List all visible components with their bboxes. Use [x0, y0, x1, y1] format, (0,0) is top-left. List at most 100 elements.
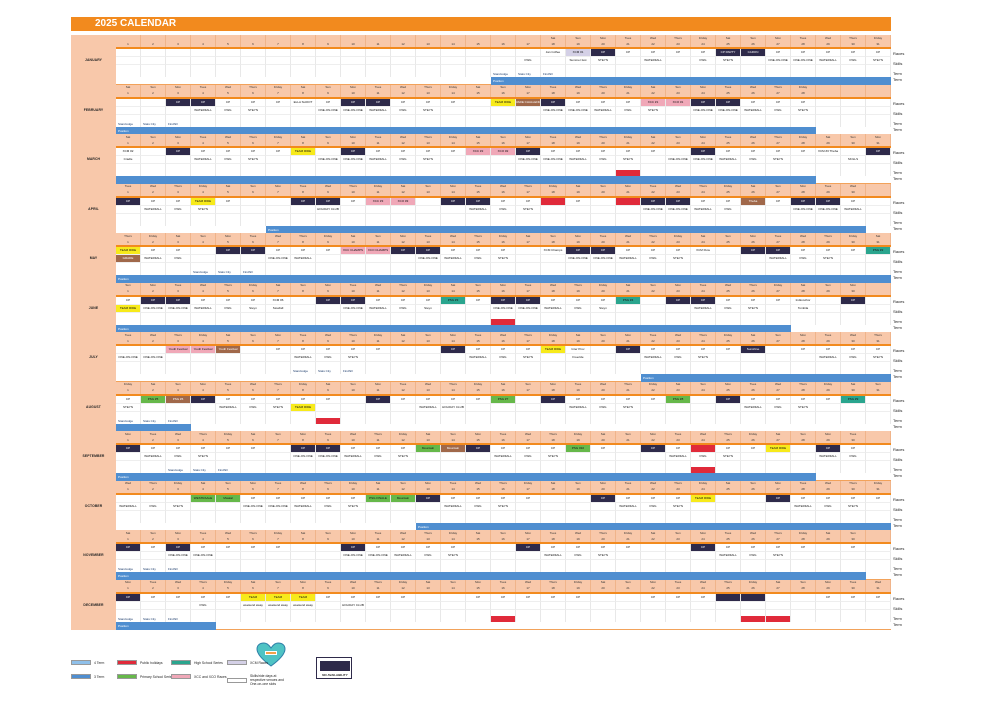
- race-cell[interactable]: WESTRAALE: [191, 494, 216, 503]
- race-cell[interactable]: CP: [316, 296, 341, 305]
- skill-cell[interactable]: WATERFALL: [541, 552, 566, 560]
- race-cell[interactable]: CP: [816, 445, 841, 453]
- skill-cell[interactable]: WATERFALL: [291, 502, 316, 511]
- race-cell[interactable]: CP: [341, 445, 366, 453]
- race-cell[interactable]: CP: [666, 197, 691, 206]
- race-cell[interactable]: XCC #1: [641, 98, 666, 107]
- race-cell[interactable]: CP: [691, 346, 716, 354]
- race-cell[interactable]: XCC #3: [366, 197, 391, 206]
- race-cell[interactable]: CP: [141, 445, 166, 453]
- race-cell[interactable]: CP: [191, 98, 216, 107]
- race-cell[interactable]: PSG #5: [141, 395, 166, 404]
- race-cell[interactable]: CP: [166, 247, 191, 255]
- skill-cell[interactable]: WATERFALL: [766, 255, 791, 263]
- race-cell[interactable]: CP: [341, 544, 366, 552]
- race-cell[interactable]: CP: [591, 148, 616, 156]
- race-cell[interactable]: CP: [291, 395, 316, 404]
- race-cell[interactable]: CP: [666, 49, 691, 57]
- skill-cell[interactable]: WATERFALL: [691, 304, 716, 313]
- skill-cell[interactable]: FWG: [566, 304, 591, 313]
- skill-cell[interactable]: STEYN: [416, 156, 441, 164]
- race-cell[interactable]: XCC CHAMPS: [341, 247, 366, 255]
- skill-cell[interactable]: ONE-ON-ONE: [191, 552, 216, 560]
- skill-cell[interactable]: FWG: [216, 304, 241, 313]
- race-cell[interactable]: CP: [241, 395, 266, 404]
- skill-cell[interactable]: STEYN: [766, 552, 791, 560]
- skill-cell[interactable]: STEYN: [616, 156, 641, 164]
- race-cell[interactable]: XCM #2: [116, 148, 141, 156]
- skill-cell[interactable]: STEYN: [591, 57, 616, 65]
- race-cell[interactable]: CP: [816, 49, 841, 57]
- race-cell[interactable]: CP: [116, 197, 141, 206]
- race-cell[interactable]: CP: [166, 148, 191, 156]
- race-cell[interactable]: CP: [466, 445, 491, 453]
- race-cell[interactable]: CP: [391, 247, 416, 255]
- race-cell[interactable]: CP: [266, 395, 291, 404]
- race-cell[interactable]: CP: [341, 593, 366, 602]
- skill-cell[interactable]: TEAM RIDE: [291, 403, 316, 412]
- race-cell[interactable]: CP: [791, 98, 816, 107]
- race-cell[interactable]: CP: [841, 49, 866, 57]
- skill-cell[interactable]: FWG: [416, 552, 441, 560]
- skill-cell[interactable]: WATERFALL: [741, 106, 766, 115]
- skill-cell[interactable]: FWG: [516, 453, 541, 461]
- skill-cell[interactable]: ONE-ON-ONE: [341, 552, 366, 560]
- race-cell[interactable]: CP: [116, 395, 141, 404]
- skill-cell[interactable]: HOLIDAY CLUB: [316, 205, 341, 214]
- race-cell[interactable]: CP: [491, 494, 516, 503]
- race-cell[interactable]: CP: [591, 494, 616, 503]
- race-cell[interactable]: CP: [591, 49, 616, 57]
- race-cell[interactable]: CP PARTY: [716, 49, 741, 57]
- race-cell[interactable]: CP: [566, 247, 591, 255]
- race-cell[interactable]: [716, 593, 741, 602]
- race-cell[interactable]: CP: [191, 593, 216, 602]
- race-cell[interactable]: CP: [441, 544, 466, 552]
- race-cell[interactable]: CP: [216, 197, 241, 206]
- skill-cell[interactable]: weekend away: [291, 601, 316, 610]
- race-cell[interactable]: CP: [766, 395, 791, 404]
- skill-cell[interactable]: WATERFALL: [466, 205, 491, 214]
- race-cell[interactable]: CP: [416, 544, 441, 552]
- race-cell[interactable]: CP: [466, 395, 491, 404]
- race-cell[interactable]: CP: [166, 445, 191, 453]
- race-cell[interactable]: Inter Prov: [566, 346, 591, 354]
- skill-cell[interactable]: Steyn: [591, 304, 616, 313]
- skill-cell[interactable]: FWG: [566, 552, 591, 560]
- race-cell[interactable]: CP: [741, 98, 766, 107]
- skill-cell[interactable]: STEYN: [666, 502, 691, 511]
- skill-cell[interactable]: ONE-ON-ONE: [566, 255, 591, 263]
- race-cell[interactable]: TEAM RIDE: [116, 247, 141, 255]
- race-cell[interactable]: CP: [841, 494, 866, 503]
- race-cell[interactable]: CP: [616, 148, 641, 156]
- race-cell[interactable]: PSG #6: [166, 395, 191, 404]
- race-cell[interactable]: TEAM RIDE: [691, 494, 716, 503]
- skill-cell[interactable]: FWG: [391, 156, 416, 164]
- race-cell[interactable]: CP: [241, 445, 266, 453]
- race-cell[interactable]: CP: [391, 98, 416, 107]
- race-cell[interactable]: CP: [566, 593, 591, 602]
- skill-cell[interactable]: WATERFALL: [566, 156, 591, 164]
- skill-cell[interactable]: FWG: [141, 502, 166, 511]
- race-cell[interactable]: CP: [741, 296, 766, 305]
- skill-cell[interactable]: ONE-ON-ONE: [816, 205, 841, 214]
- skill-cell[interactable]: ONE-ON-ONE: [341, 304, 366, 313]
- race-cell[interactable]: CP: [191, 296, 216, 305]
- skill-cell[interactable]: ONE-ON-ONE: [166, 304, 191, 313]
- race-cell[interactable]: CP: [591, 445, 616, 453]
- race-cell[interactable]: CP: [541, 445, 566, 453]
- race-cell[interactable]: CP: [691, 296, 716, 305]
- race-cell[interactable]: XCM Flow: [691, 247, 716, 255]
- skill-cell[interactable]: ONE-ON-ONE: [116, 354, 141, 362]
- skill-cell[interactable]: WATERFALL: [816, 354, 841, 362]
- skill-cell[interactable]: FWG: [166, 453, 191, 461]
- race-cell[interactable]: XCM #6: [266, 296, 291, 305]
- race-cell[interactable]: CP: [316, 593, 341, 602]
- skill-cell[interactable]: WATERFALL: [616, 502, 641, 511]
- skill-cell[interactable]: ONE-ON-ONE: [341, 156, 366, 164]
- race-cell[interactable]: CP: [541, 296, 566, 305]
- skill-cell[interactable]: STEYN: [866, 354, 891, 362]
- race-cell[interactable]: CP: [541, 98, 566, 107]
- race-cell[interactable]: CP: [366, 346, 391, 354]
- race-cell[interactable]: CP: [666, 593, 691, 602]
- skill-cell[interactable]: FWG: [591, 403, 616, 412]
